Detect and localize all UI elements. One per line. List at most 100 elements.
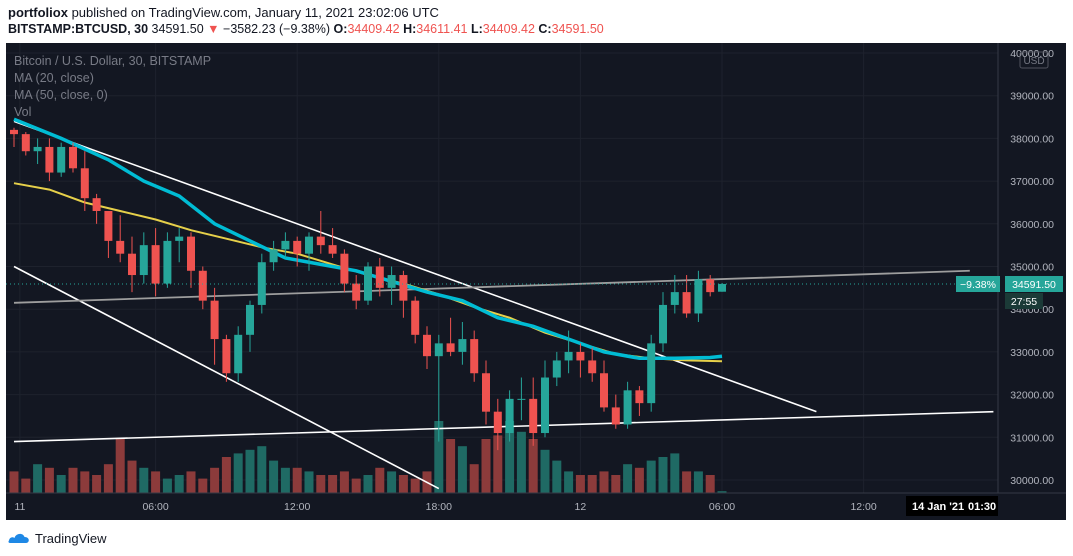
price-tick-label: 36000.00 (1010, 219, 1054, 231)
candle-body (576, 351, 585, 361)
candle-body (187, 236, 195, 271)
volume-bar (44, 467, 54, 493)
candle-body (588, 360, 597, 374)
candle-body (328, 245, 337, 254)
volume-bar (115, 439, 125, 493)
candle-body (694, 279, 703, 314)
volume-bar (634, 467, 644, 493)
candle-body (399, 275, 408, 301)
volume-bar (375, 467, 385, 493)
legend-vol[interactable]: Vol (14, 105, 31, 119)
time-tick-label: 06:00 (709, 501, 735, 513)
candle-body (80, 168, 89, 199)
volume-bar (316, 475, 326, 493)
volume-bar (139, 467, 149, 493)
low-label: L: (470, 22, 483, 36)
open-value: 34409.42 (347, 22, 400, 36)
candle-body (57, 146, 66, 173)
volume-bar (198, 478, 208, 493)
candlesticks[interactable] (10, 127, 726, 451)
candle-body (564, 351, 573, 361)
volume-bar (682, 471, 692, 493)
price-tick-label: 38000.00 (1010, 133, 1054, 145)
volume-bar (21, 478, 31, 493)
volume-bar (410, 478, 420, 493)
volume-bar (564, 471, 574, 493)
time-tick-label: 12 (575, 501, 587, 513)
candle-body (682, 292, 691, 314)
price-tick-label: 37000.00 (1010, 176, 1054, 188)
volume-bar (493, 435, 503, 493)
resistance-line (13, 269, 970, 304)
ohlc-line: BITSTAMP:BTCUSD, 30 34591.50 ▼ −3582.23 … (8, 22, 604, 36)
volume-bar (363, 475, 373, 493)
low-value: 34409.42 (482, 22, 535, 36)
candle-body (151, 245, 160, 284)
volume-bar (599, 471, 609, 493)
publisher-name[interactable]: portfoliox (8, 5, 68, 20)
volume-bar (611, 475, 621, 493)
candle-body (198, 270, 207, 301)
candle-body (69, 146, 77, 169)
volume-bar (257, 446, 267, 493)
volume-bar (481, 439, 491, 493)
candle-body (517, 398, 526, 400)
time-axis[interactable]: 11 06:00 12:00 18:00 12 06:00 12:00 14 Jan '21… (6, 492, 1066, 520)
volume-bar (658, 457, 668, 493)
time-tick-label: 12:00 (284, 501, 310, 513)
price-tick-label: 39000.00 (1010, 91, 1054, 103)
legend-title[interactable]: Bitcoin / U.S. Dollar, 30, BITSTAMP (14, 54, 211, 68)
candle-body (482, 373, 490, 412)
volume-bar (233, 453, 243, 493)
volume-bar (552, 460, 562, 493)
volume-bar (80, 471, 90, 493)
candle-body (257, 262, 266, 305)
volume-bar (623, 464, 633, 493)
change-value: −3582.23 (−9.38%) (223, 22, 331, 36)
legend-ma20[interactable]: MA (20, close) (14, 71, 94, 85)
change-badge (956, 276, 1000, 292)
volume-bar (528, 439, 538, 493)
price-tick-label: 40000.00 (1010, 48, 1054, 60)
candle-body (423, 334, 431, 357)
price-chart[interactable]: Bitcoin / U.S. Dollar, 30, BITSTAMP MA (… (6, 43, 1066, 520)
volume-bar (151, 471, 161, 493)
currency-button[interactable] (1019, 51, 1049, 69)
candle-body (635, 390, 644, 404)
symbol-label: BITSTAMP:BTCUSD, 30 (8, 22, 149, 36)
volume-bar (351, 478, 361, 493)
candle-body (458, 339, 467, 352)
volume-bar (280, 467, 290, 493)
volume-bar (103, 464, 113, 493)
candle-body (21, 134, 30, 152)
volume-bar (210, 467, 220, 493)
countdown-text: 27:55 (1011, 296, 1037, 308)
volume-bar (670, 453, 680, 493)
candle-body (234, 334, 243, 374)
footer-brand[interactable]: TradingView (35, 530, 107, 546)
volume-bar (505, 421, 515, 493)
volume-bar (717, 491, 727, 493)
price-tick-label: 35000.00 (1010, 262, 1054, 274)
candle-body (128, 253, 136, 276)
publish-line: portfoliox published on TradingView.com,… (8, 5, 439, 20)
tradingview-logo-icon (8, 533, 29, 543)
volume-bar (387, 471, 397, 493)
volume-bar (245, 449, 255, 493)
candle-body (163, 240, 172, 284)
candle-body (10, 129, 18, 135)
candle-body (210, 300, 219, 340)
price-axis[interactable]: 40000.00 39000.00 38000.00 37000.00 36000.00… (956, 43, 1066, 493)
candle-body (493, 411, 502, 434)
candle-body (33, 146, 42, 152)
current-time: 01:30 (968, 501, 996, 513)
candle-body (375, 266, 384, 288)
volume-bar (304, 471, 314, 493)
down-arrow-icon: ▼ (207, 22, 220, 36)
volume-bar (68, 467, 78, 493)
volume-bar (162, 478, 172, 493)
volume-bar (434, 421, 444, 493)
legend-ma50[interactable]: MA (50, close, 0) (14, 88, 108, 102)
candle-body (647, 343, 656, 404)
volume-bar (646, 460, 656, 493)
